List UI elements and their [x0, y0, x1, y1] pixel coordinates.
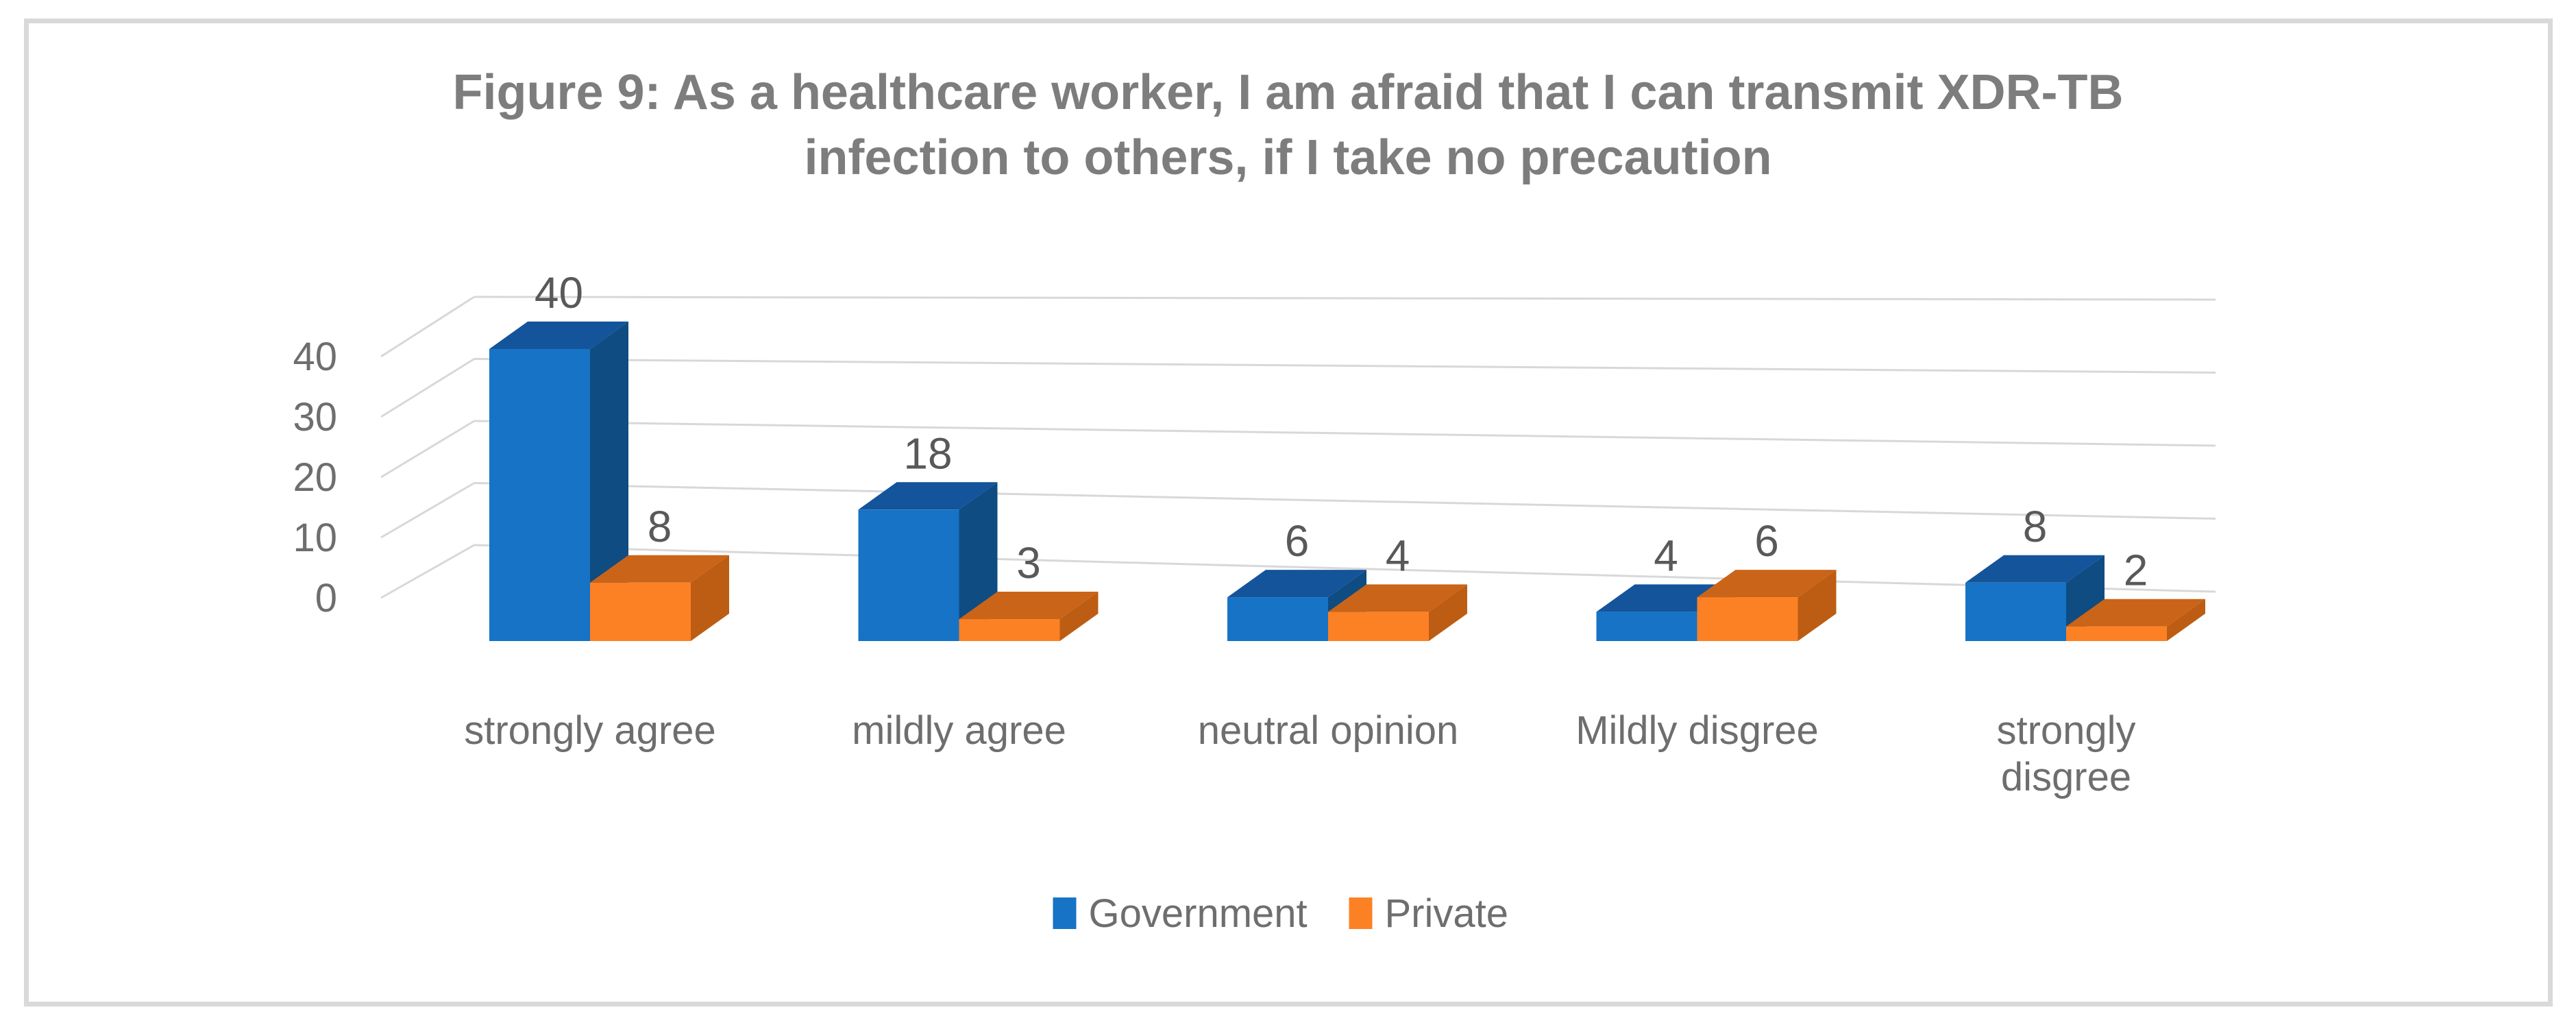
chart-frame: [24, 19, 2553, 1006]
bar-private-1-front: [959, 619, 1060, 641]
bar-private-3-front: [1697, 597, 1798, 641]
data-label-private-1: 3: [1016, 538, 1041, 588]
gridline-diagonal: [380, 420, 475, 479]
legend-swatch-government: [1053, 897, 1077, 929]
bar-government-4-front: [1965, 582, 2066, 641]
chart-title-line1: Figure 9: As a healthcare worker, I am a…: [452, 65, 2124, 120]
bar-private-3-top: [1697, 570, 1837, 598]
chart-title-line2: infection to others, if I take no precau…: [804, 130, 1772, 186]
y-axis-tick-label: 30: [293, 395, 337, 439]
data-label-private-2: 4: [1386, 531, 1410, 580]
x-axis-category-label-2: neutral opinion: [1198, 708, 1459, 753]
data-label-government-2: 6: [1285, 516, 1310, 566]
bar-government-2-front: [1227, 597, 1328, 641]
data-label-private-4: 2: [2124, 546, 2148, 595]
gridline-diagonal: [380, 358, 475, 418]
bar-private-4-top: [2066, 599, 2205, 627]
gridline-horizontal: [474, 296, 2216, 301]
bar-private-2-front: [1328, 612, 1429, 641]
x-axis-category-label-3: Mildly disgree: [1575, 708, 1819, 753]
data-label-government-4: 8: [2023, 502, 2048, 551]
legend-label-private: Private: [1385, 891, 1509, 936]
bar-private-0-front: [590, 582, 691, 641]
bar-government-1-front: [858, 509, 959, 641]
bar-government-0-side: [590, 322, 628, 641]
gridline-diagonal: [380, 544, 475, 599]
bar-government-3-front: [1596, 612, 1697, 641]
gridline-horizontal: [474, 544, 2216, 593]
bar-private-2-side: [1429, 584, 1467, 641]
bar-government-2-top: [1227, 570, 1366, 598]
bar-government-1-top: [858, 482, 998, 510]
bar-private-0-side: [691, 555, 729, 641]
bar-government-4-top: [1965, 555, 2105, 583]
bar-private-4-front: [2066, 626, 2167, 641]
data-label-government-0: 40: [535, 268, 583, 317]
data-label-government-3: 4: [1654, 531, 1678, 580]
bar-private-1-top: [959, 592, 1099, 620]
legend-swatch-private: [1349, 897, 1373, 929]
x-axis-category-label-4: strongly disgree: [1996, 708, 2135, 799]
gridline-diagonal: [380, 482, 475, 539]
y-axis-tick-label: 40: [293, 335, 337, 379]
x-axis-category-label-1: mildly agree: [852, 708, 1066, 753]
y-axis-tick-label: 10: [293, 516, 337, 560]
chart-title: Figure 9: As a healthcare worker, I am a…: [343, 60, 2234, 191]
bar-private-1-side: [1059, 592, 1099, 641]
gridline-horizontal: [474, 420, 2216, 447]
data-label-government-1: 18: [903, 429, 952, 478]
bar-private-0-top: [590, 555, 729, 583]
x-axis-category-label-0: strongly agree: [464, 708, 716, 753]
bar-private-4-side: [2167, 599, 2205, 641]
bar-private-2-top: [1328, 584, 1467, 612]
bar-private-3-side: [1798, 570, 1837, 641]
data-label-private-0: 8: [648, 502, 672, 551]
bar-government-0-top: [489, 322, 628, 349]
bar-government-0-front: [489, 349, 590, 641]
y-axis-tick-label: 20: [293, 455, 337, 500]
legend-label-government: Government: [1089, 891, 1308, 936]
data-label-private-3: 6: [1754, 516, 1779, 566]
gridline-horizontal: [474, 358, 2216, 374]
gridline-diagonal: [380, 296, 475, 358]
gridline-horizontal: [474, 482, 2216, 520]
y-axis-tick-label: 0: [315, 576, 337, 620]
